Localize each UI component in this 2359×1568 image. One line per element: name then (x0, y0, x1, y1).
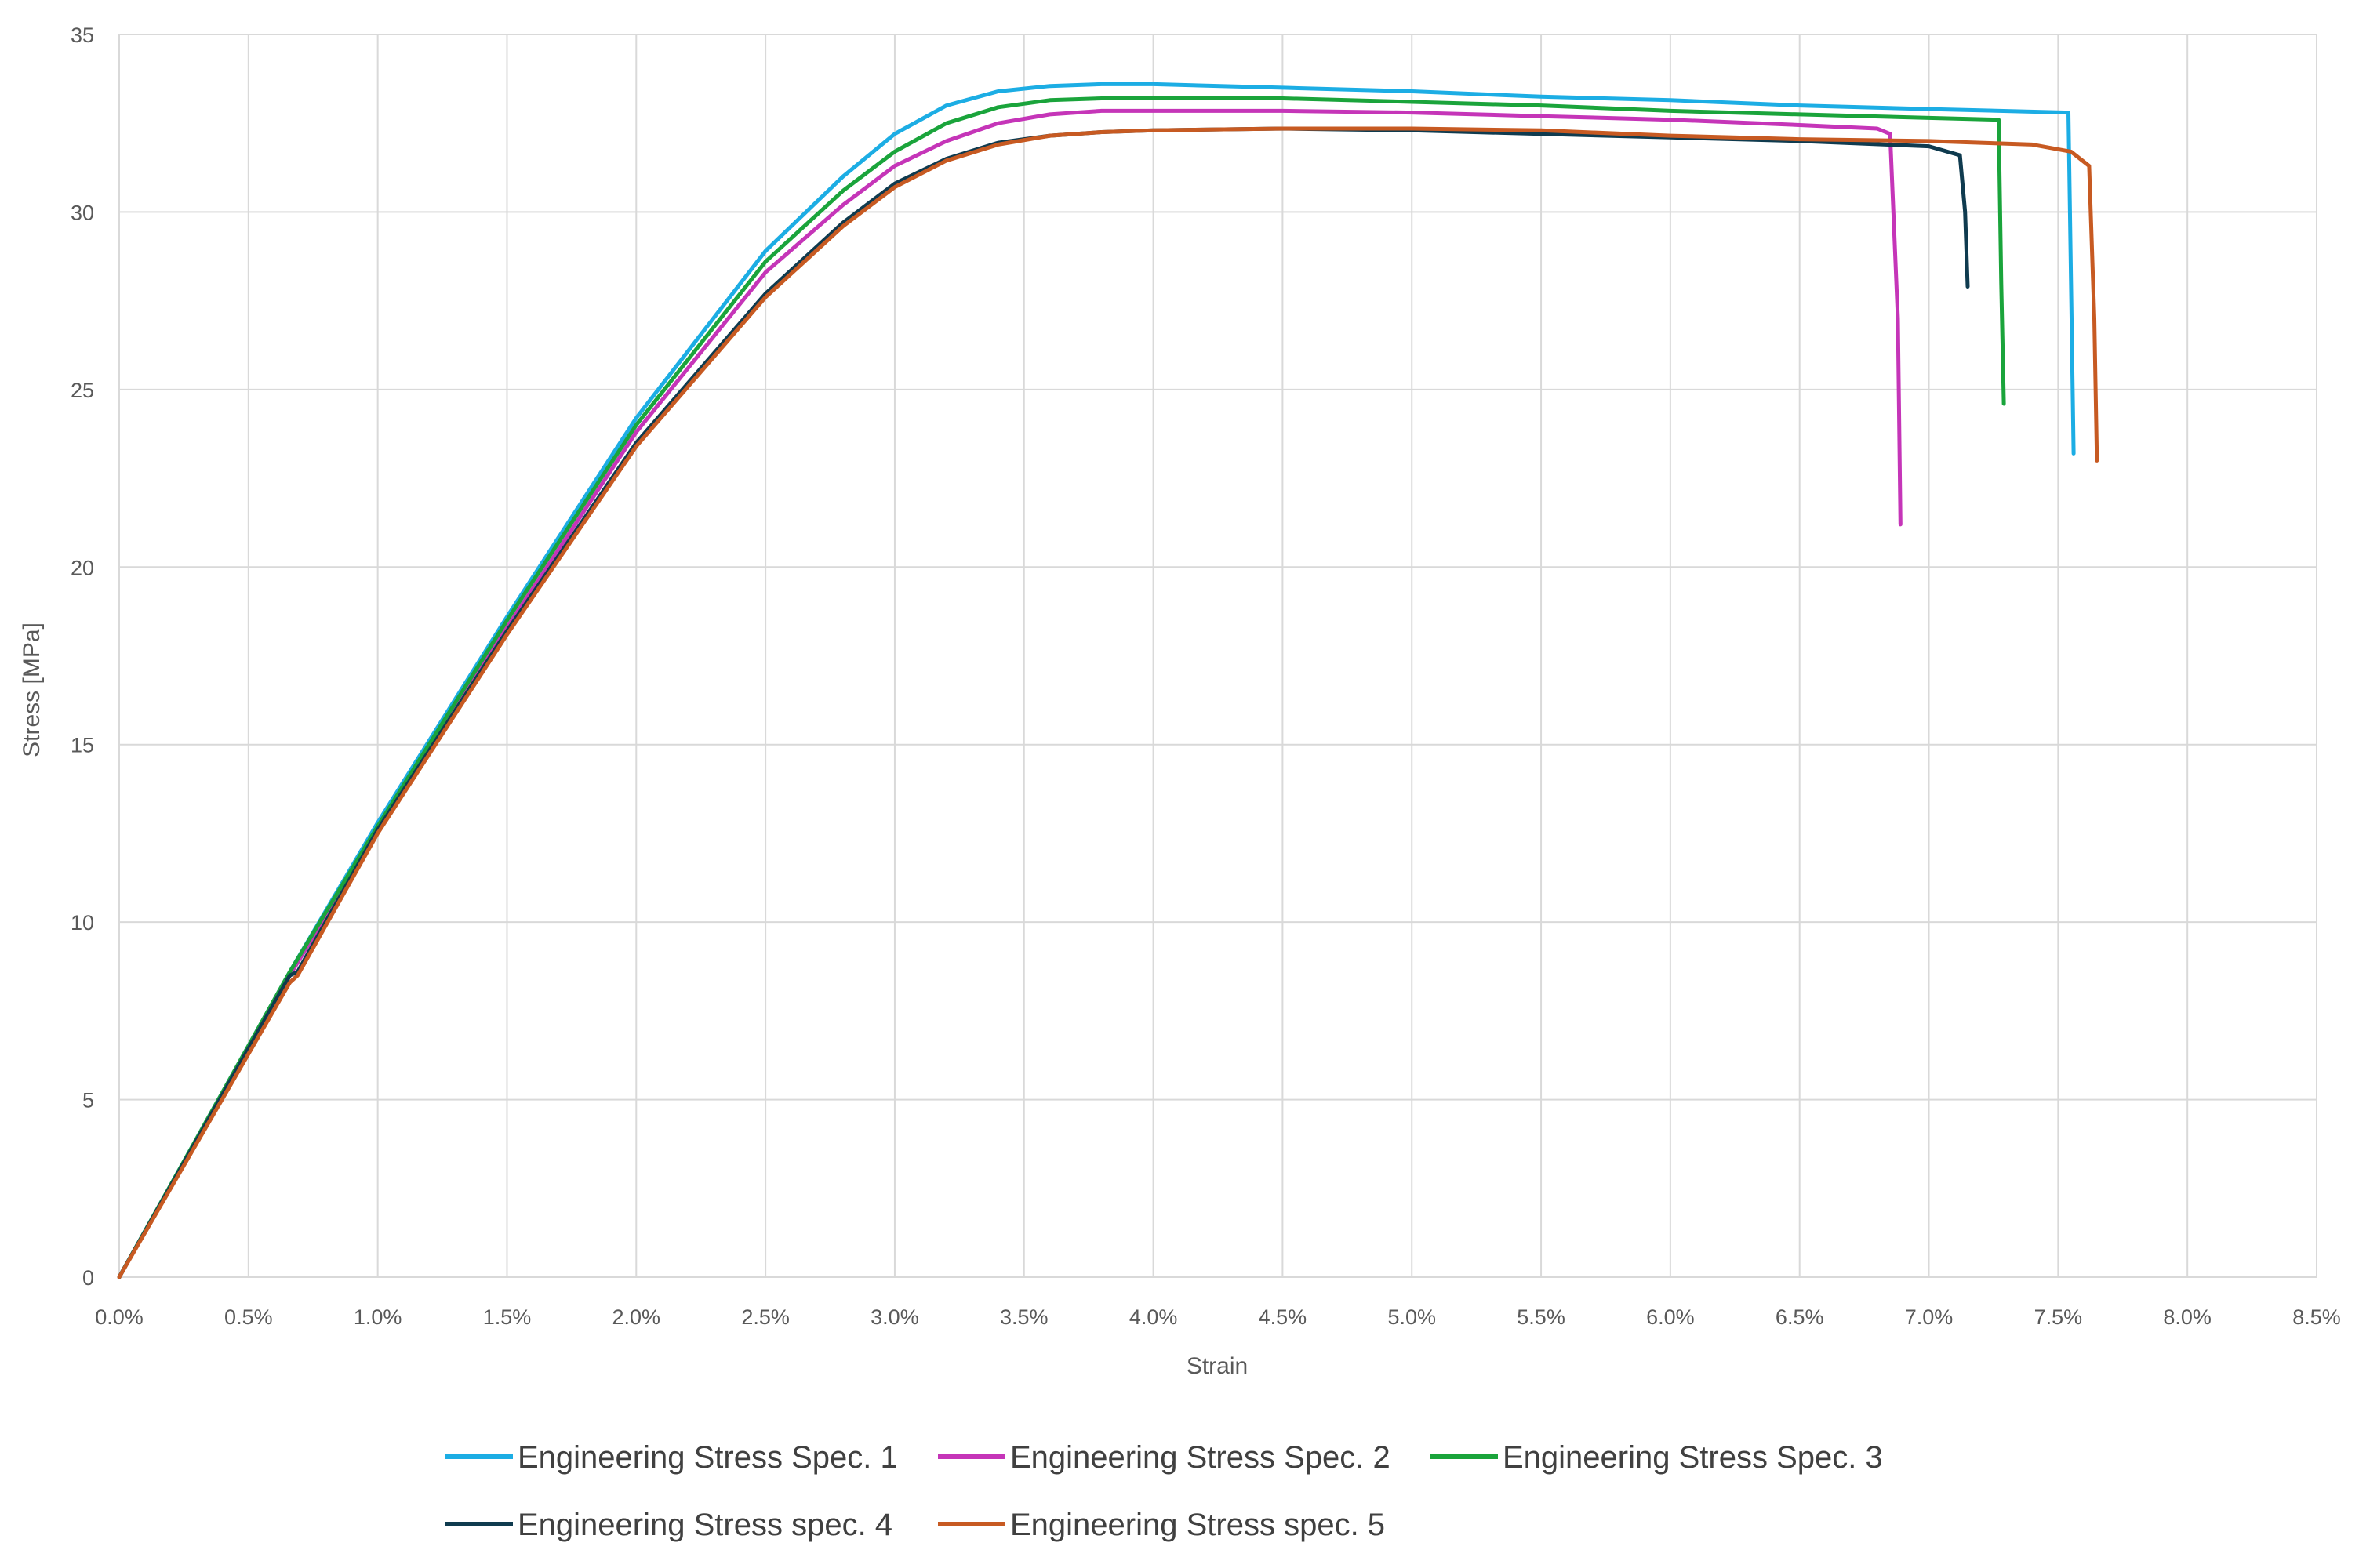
x-tick-label: 5.0% (1387, 1305, 1436, 1329)
x-tick-label: 4.0% (1129, 1305, 1178, 1329)
series-line-1 (117, 82, 2076, 1279)
x-axis-title: Strain (1187, 1353, 1248, 1379)
y-tick-label: 30 (71, 201, 94, 224)
x-tick-label: 8.0% (2163, 1305, 2212, 1329)
y-tick-label: 25 (71, 379, 94, 402)
x-tick-label: 3.0% (871, 1305, 919, 1329)
legend-item-5: Engineering Stress spec. 5 (938, 1508, 1385, 1542)
legend-item-3: Engineering Stress Spec. 3 (1430, 1440, 1883, 1475)
y-tick-labels: 0 5 10 15 20 25 30 35 (71, 24, 94, 1290)
series-line-3 (117, 96, 2006, 1279)
legend-item-1: Engineering Stress Spec. 1 (445, 1440, 898, 1475)
x-tick-label: 1.5% (483, 1305, 532, 1329)
legend-label: Engineering Stress Spec. 1 (518, 1440, 898, 1475)
x-tick-label: 2.0% (612, 1305, 661, 1329)
y-tick-label: 10 (71, 911, 94, 935)
legend-label: Engineering Stress spec. 5 (1010, 1508, 1385, 1542)
legend-item-4: Engineering Stress spec. 4 (445, 1508, 892, 1542)
legend-label: Engineering Stress Spec. 2 (1010, 1440, 1390, 1475)
legend: Engineering Stress Spec. 1 Engineering St… (445, 1440, 1883, 1542)
x-tick-label: 7.5% (2034, 1305, 2083, 1329)
series-line-2 (117, 108, 1903, 1279)
x-tick-label: 5.5% (1517, 1305, 1565, 1329)
y-tick-label: 5 (82, 1089, 94, 1112)
series-lines (117, 82, 2099, 1279)
x-tick-label: 1.0% (354, 1305, 402, 1329)
x-tick-label: 3.5% (1000, 1305, 1049, 1329)
legend-label: Engineering Stress spec. 4 (518, 1508, 892, 1542)
x-tick-label: 4.5% (1259, 1305, 1307, 1329)
x-tick-label: 6.0% (1646, 1305, 1695, 1329)
x-tick-label: 2.5% (741, 1305, 790, 1329)
series-line-5 (117, 126, 2099, 1279)
y-tick-label: 15 (71, 734, 94, 757)
gridlines (118, 34, 2317, 1278)
x-tick-label: 8.5% (2292, 1305, 2341, 1329)
y-tick-label: 0 (82, 1266, 94, 1290)
series-line-4 (117, 126, 1970, 1279)
legend-item-2: Engineering Stress Spec. 2 (938, 1440, 1390, 1475)
x-tick-label: 0.0% (95, 1305, 144, 1329)
x-tick-label: 0.5% (224, 1305, 273, 1329)
x-tick-label: 7.0% (1905, 1305, 1954, 1329)
y-axis-title: Stress [MPa] (19, 622, 45, 757)
x-tick-labels: 0.0% 0.5% 1.0% 1.5% 2.0% 2.5% 3.0% 3.5% 4.0% 4.5%… (95, 1305, 2341, 1329)
y-tick-label: 35 (71, 24, 94, 47)
legend-label: Engineering Stress Spec. 3 (1503, 1440, 1883, 1475)
y-tick-label: 20 (71, 556, 94, 579)
x-tick-label: 6.5% (1776, 1305, 1824, 1329)
